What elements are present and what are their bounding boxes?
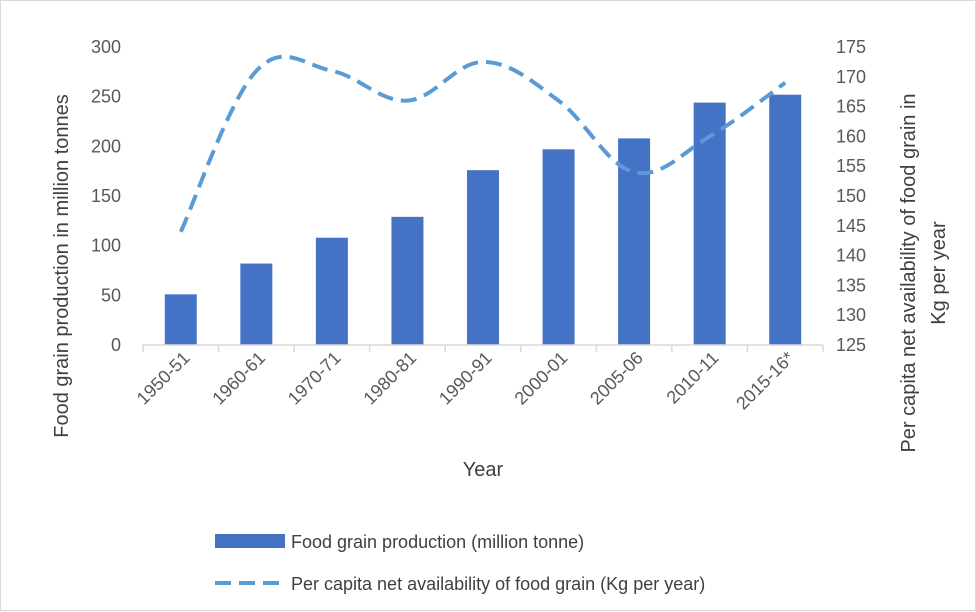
right-axis-title-line-1: Per capita net availability of food grai… (898, 93, 920, 452)
left-tick-label: 300 (91, 37, 121, 57)
left-tick-label: 50 (101, 285, 121, 305)
right-tick-label: 170 (836, 67, 866, 87)
legend: Food grain production (million tonne) Pe… (215, 532, 705, 594)
right-tick-label: 135 (836, 275, 866, 295)
left-tick-label: 250 (91, 87, 121, 107)
legend-bar-label: Food grain production (million tonne) (291, 532, 584, 552)
left-axis-title: Food grain production in million tonnes (51, 94, 73, 438)
x-tick-label: 1970-71 (284, 348, 345, 409)
right-tick-label: 160 (836, 126, 866, 146)
right-tick-label: 145 (836, 216, 866, 236)
x-axis-title: Year (463, 459, 504, 481)
x-tick-label: 1990-91 (435, 348, 496, 409)
bar (769, 94, 802, 346)
bar (391, 216, 424, 345)
right-tick-label: 165 (836, 97, 866, 117)
bar (542, 149, 575, 345)
right-tick-label: 125 (836, 335, 866, 355)
line-series (178, 54, 787, 233)
left-tick-label: 0 (111, 335, 121, 355)
bar (315, 237, 348, 345)
right-axis-title-line-2: Kg per year (928, 221, 950, 325)
right-tick-label: 150 (836, 186, 866, 206)
right-tick-label: 175 (836, 37, 866, 57)
legend-bar-swatch (215, 534, 285, 548)
line-path (178, 54, 787, 233)
left-axis-ticks: 0 50 100 150 200 250 300 (91, 37, 121, 355)
x-tick-label: 2010-11 (663, 348, 723, 408)
bar (240, 263, 273, 345)
x-tick-label: 1980-81 (359, 348, 420, 409)
x-tick-label: 2000-01 (511, 348, 572, 409)
x-tick-label: 1960-61 (208, 348, 269, 409)
left-tick-label: 150 (91, 186, 121, 206)
x-tick-label: 2005-06 (586, 348, 647, 409)
bar (467, 170, 499, 345)
x-tick-label: 2015-16* (732, 348, 798, 414)
legend-line-label: Per capita net availability of food grai… (291, 574, 705, 594)
left-tick-label: 100 (91, 236, 121, 256)
bar (164, 294, 197, 345)
left-tick-label: 200 (91, 136, 121, 156)
right-axis-ticks: 125 130 135 140 145 150 155 160 165 170 175 (836, 37, 866, 355)
right-tick-label: 155 (836, 156, 866, 176)
bar-series (164, 94, 802, 346)
x-axis-tick-labels: 1950-51 1960-61 1970-71 1980-81 1990-91 2000-… (133, 345, 824, 414)
right-tick-label: 140 (836, 246, 866, 266)
x-tick-label: 1950-51 (133, 348, 194, 409)
bar (693, 102, 726, 345)
right-tick-label: 130 (836, 305, 866, 325)
